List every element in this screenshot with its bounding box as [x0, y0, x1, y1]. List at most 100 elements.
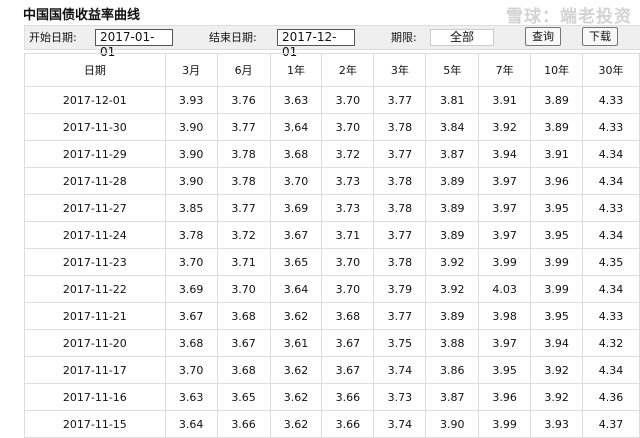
yield-cell: 3.68: [164, 329, 218, 357]
yield-cell: 3.97: [478, 221, 532, 249]
yield-cell: 3.81: [425, 86, 480, 114]
yield-cell: 3.90: [164, 167, 218, 195]
yield-cell: 4.03: [478, 275, 532, 303]
yield-cell: 4.34: [582, 167, 640, 195]
yield-cell: 3.64: [269, 113, 323, 141]
yield-cell: 3.89: [425, 167, 480, 195]
yield-cell: 3.70: [164, 248, 218, 276]
page-title: 中国国债收益率曲线: [23, 8, 141, 23]
download-button[interactable]: 下载: [582, 27, 618, 46]
date-cell: 2017-12-01: [24, 86, 166, 114]
start-date-input[interactable]: 2017-01-01: [95, 29, 173, 59]
table-row: 2017-11-23 3.70 3.71 3.65 3.70 3.78 3.92 3.99 3.…: [24, 248, 640, 276]
table-row: 2017-12-01 3.93 3.76 3.63 3.70 3.77 3.81 3.91 3.…: [24, 86, 640, 114]
yield-cell: 3.64: [164, 410, 218, 438]
yield-cell: 4.33: [582, 86, 640, 114]
date-cell: 2017-11-27: [24, 194, 166, 222]
yield-cell: 3.94: [530, 329, 584, 357]
yield-cell: 3.95: [530, 302, 584, 330]
yield-cell: 3.78: [373, 248, 427, 276]
yield-cell: 3.70: [216, 275, 271, 303]
yield-cell: 3.97: [478, 194, 532, 222]
yield-cell: 3.70: [269, 167, 323, 195]
yield-cell: 3.72: [216, 221, 271, 249]
yield-cell: 3.78: [373, 194, 427, 222]
column-header: 3年: [373, 53, 427, 87]
yield-cell: 3.62: [269, 383, 323, 411]
yield-cell: 3.65: [216, 383, 271, 411]
yield-cell: 3.69: [164, 275, 218, 303]
query-button[interactable]: 查询: [525, 27, 561, 46]
end-date-label: 结束日期:: [209, 31, 257, 44]
yield-cell: 3.90: [164, 140, 218, 168]
yield-cell: 3.71: [216, 248, 271, 276]
yield-cell: 4.35: [582, 248, 640, 276]
term-select[interactable]: 全部: [430, 29, 494, 46]
yield-cell: 3.97: [478, 167, 532, 195]
yield-cell: 3.66: [216, 410, 271, 438]
yield-cell: 3.70: [321, 86, 375, 114]
yield-cell: 3.62: [269, 302, 323, 330]
yield-cell: 3.78: [216, 167, 271, 195]
yield-cell: 3.79: [373, 275, 427, 303]
yield-cell: 3.62: [269, 410, 323, 438]
yield-cell: 3.98: [478, 302, 532, 330]
term-label: 期限:: [391, 31, 417, 44]
yield-cell: 3.92: [425, 275, 480, 303]
yield-cell: 3.89: [425, 302, 480, 330]
yield-cell: 3.94: [478, 140, 532, 168]
table-row: 2017-11-27 3.85 3.77 3.69 3.73 3.78 3.89 3.97 3.…: [24, 194, 640, 222]
yield-cell: 3.99: [530, 248, 584, 276]
yield-cell: 3.70: [321, 113, 375, 141]
yield-cell: 3.88: [425, 329, 480, 357]
yield-cell: 3.73: [373, 383, 427, 411]
column-header: 30年: [582, 53, 640, 87]
yield-cell: 3.95: [530, 194, 584, 222]
end-date-input[interactable]: 2017-12-01: [277, 29, 355, 59]
yield-cell: 3.93: [530, 410, 584, 438]
yield-cell: 3.66: [321, 383, 375, 411]
table-row: 2017-11-22 3.69 3.70 3.64 3.70 3.79 3.92 4.03 3.…: [24, 275, 640, 303]
yield-cell: 3.87: [425, 140, 480, 168]
table-row: 2017-11-28 3.90 3.78 3.70 3.73 3.78 3.89 3.97 3.…: [24, 167, 640, 195]
date-cell: 2017-11-20: [24, 329, 166, 357]
yield-cell: 3.68: [216, 302, 271, 330]
date-cell: 2017-11-30: [24, 113, 166, 141]
date-cell: 2017-11-23: [24, 248, 166, 276]
column-header: 2年: [321, 53, 375, 87]
date-cell: 2017-11-21: [24, 302, 166, 330]
column-header: 日期: [24, 53, 166, 87]
yield-cell: 4.34: [582, 221, 640, 249]
yield-cell: 3.63: [164, 383, 218, 411]
yield-cell: 3.96: [530, 167, 584, 195]
yield-cell: 3.70: [321, 275, 375, 303]
yield-cell: 3.61: [269, 329, 323, 357]
yield-cell: 4.34: [582, 275, 640, 303]
yield-cell: 4.34: [582, 140, 640, 168]
yield-cell: 3.89: [425, 221, 480, 249]
yield-cell: 4.37: [582, 410, 640, 438]
yield-cell: 4.33: [582, 113, 640, 141]
yield-cell: 3.68: [269, 140, 323, 168]
yield-cell: 3.90: [425, 410, 480, 438]
yield-cell: 3.95: [478, 356, 532, 384]
yield-cell: 4.33: [582, 302, 640, 330]
yield-cell: 3.77: [373, 221, 427, 249]
yield-cell: 3.77: [373, 302, 427, 330]
yield-cell: 3.87: [425, 383, 480, 411]
column-header: 5年: [425, 53, 480, 87]
yield-cell: 3.89: [530, 86, 584, 114]
table-row: 2017-11-17 3.70 3.68 3.62 3.67 3.74 3.86 3.95 3.…: [24, 356, 640, 384]
yield-cell: 3.91: [478, 86, 532, 114]
yield-cell: 4.36: [582, 383, 640, 411]
yield-cell: 3.85: [164, 194, 218, 222]
yield-cell: 3.86: [425, 356, 480, 384]
yield-cell: 3.66: [321, 410, 375, 438]
yield-cell: 3.97: [478, 329, 532, 357]
yield-cell: 3.67: [216, 329, 271, 357]
table-row: 2017-11-21 3.67 3.68 3.62 3.68 3.77 3.89 3.98 3.…: [24, 302, 640, 330]
yield-cell: 3.95: [530, 221, 584, 249]
table-row: 2017-11-16 3.63 3.65 3.62 3.66 3.73 3.87 3.96 3.…: [24, 383, 640, 411]
yield-cell: 3.65: [269, 248, 323, 276]
yield-cell: 3.77: [216, 194, 271, 222]
